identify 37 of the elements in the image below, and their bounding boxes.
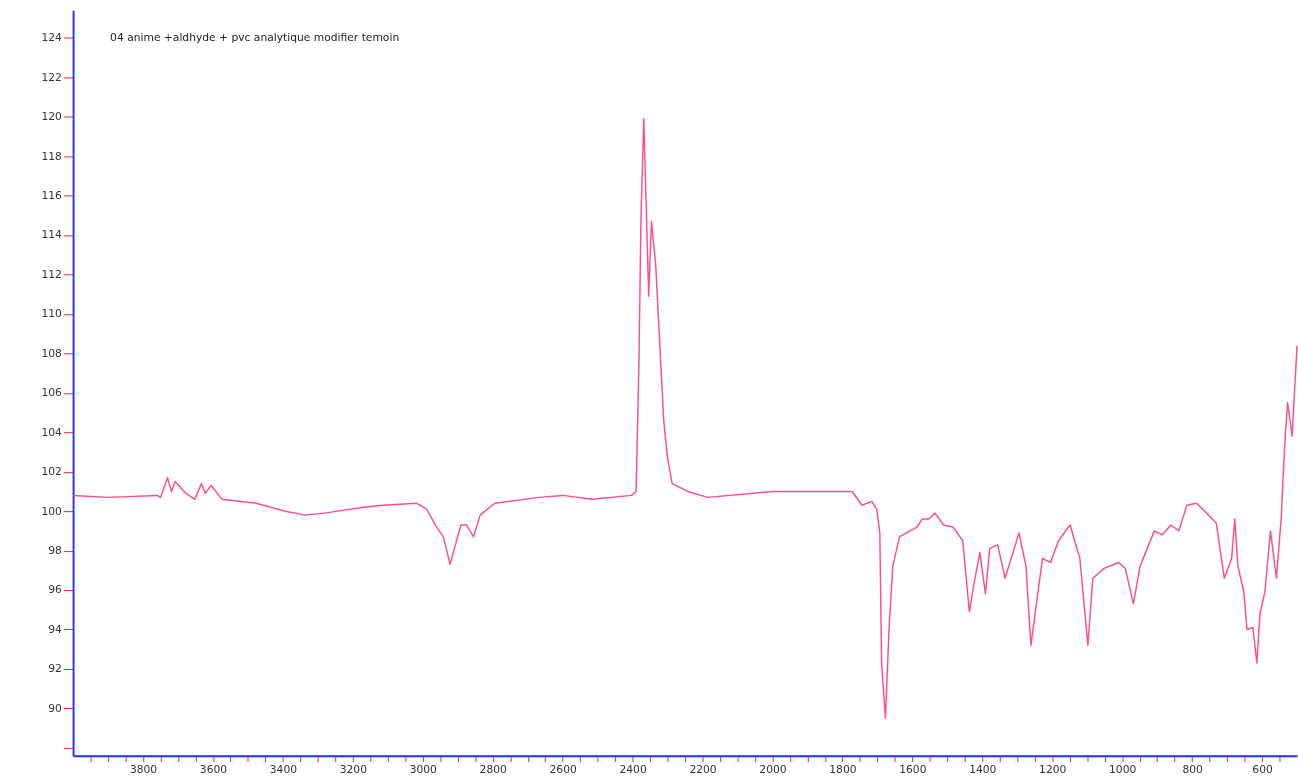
- y-tick-label: 110: [41, 307, 63, 321]
- x-tick-label: 3000: [409, 762, 438, 776]
- y-tick-label: 92: [48, 662, 62, 676]
- y-tick-label: 122: [41, 70, 62, 84]
- x-tick-label: 2400: [619, 762, 647, 776]
- y-tick-label: 94: [48, 622, 63, 636]
- y-tick-label: 108: [41, 346, 63, 360]
- y-tick-label: 102: [41, 465, 62, 479]
- x-tick-label: 3200: [339, 762, 368, 776]
- y-tick-label: 124: [41, 31, 63, 45]
- x-tick-label: 3600: [199, 762, 228, 776]
- y-tick-label: 116: [41, 189, 63, 203]
- y-tick-label: 98: [48, 544, 63, 558]
- y-tick-label: 118: [41, 149, 63, 163]
- x-tick-label: 2000: [759, 762, 787, 776]
- y-tick-label: 120: [41, 110, 63, 124]
- y-tick-label: 100: [41, 504, 63, 518]
- x-tick-label: 2800: [479, 762, 508, 776]
- x-tick-label: 600: [1252, 762, 1273, 776]
- x-tick-label: 1200: [1039, 762, 1067, 776]
- x-tick-label: 2200: [689, 762, 717, 776]
- x-tick-label: 3400: [269, 762, 298, 776]
- x-tick-label: 1000: [1109, 762, 1137, 776]
- x-tick-label: 1400: [969, 762, 997, 776]
- x-tick-label: 1600: [899, 762, 927, 776]
- y-tick-label: 112: [41, 267, 62, 281]
- y-tick-label: 114: [41, 228, 63, 242]
- x-tick-label: 2600: [549, 762, 577, 776]
- x-tick-label: 1800: [829, 762, 857, 776]
- x-tick-label: 3800: [129, 762, 158, 776]
- line-series: [72, 117, 1298, 719]
- y-tick-label: 90: [48, 701, 63, 715]
- text: 04 anime +aldhyde + pvc analytique modifier temoin: [110, 31, 400, 45]
- x-tick-label: 800: [1182, 762, 1203, 776]
- y-tick-label: 96: [48, 583, 63, 597]
- y-tick-label: 106: [41, 386, 63, 400]
- y-tick-label: 104: [41, 425, 63, 439]
